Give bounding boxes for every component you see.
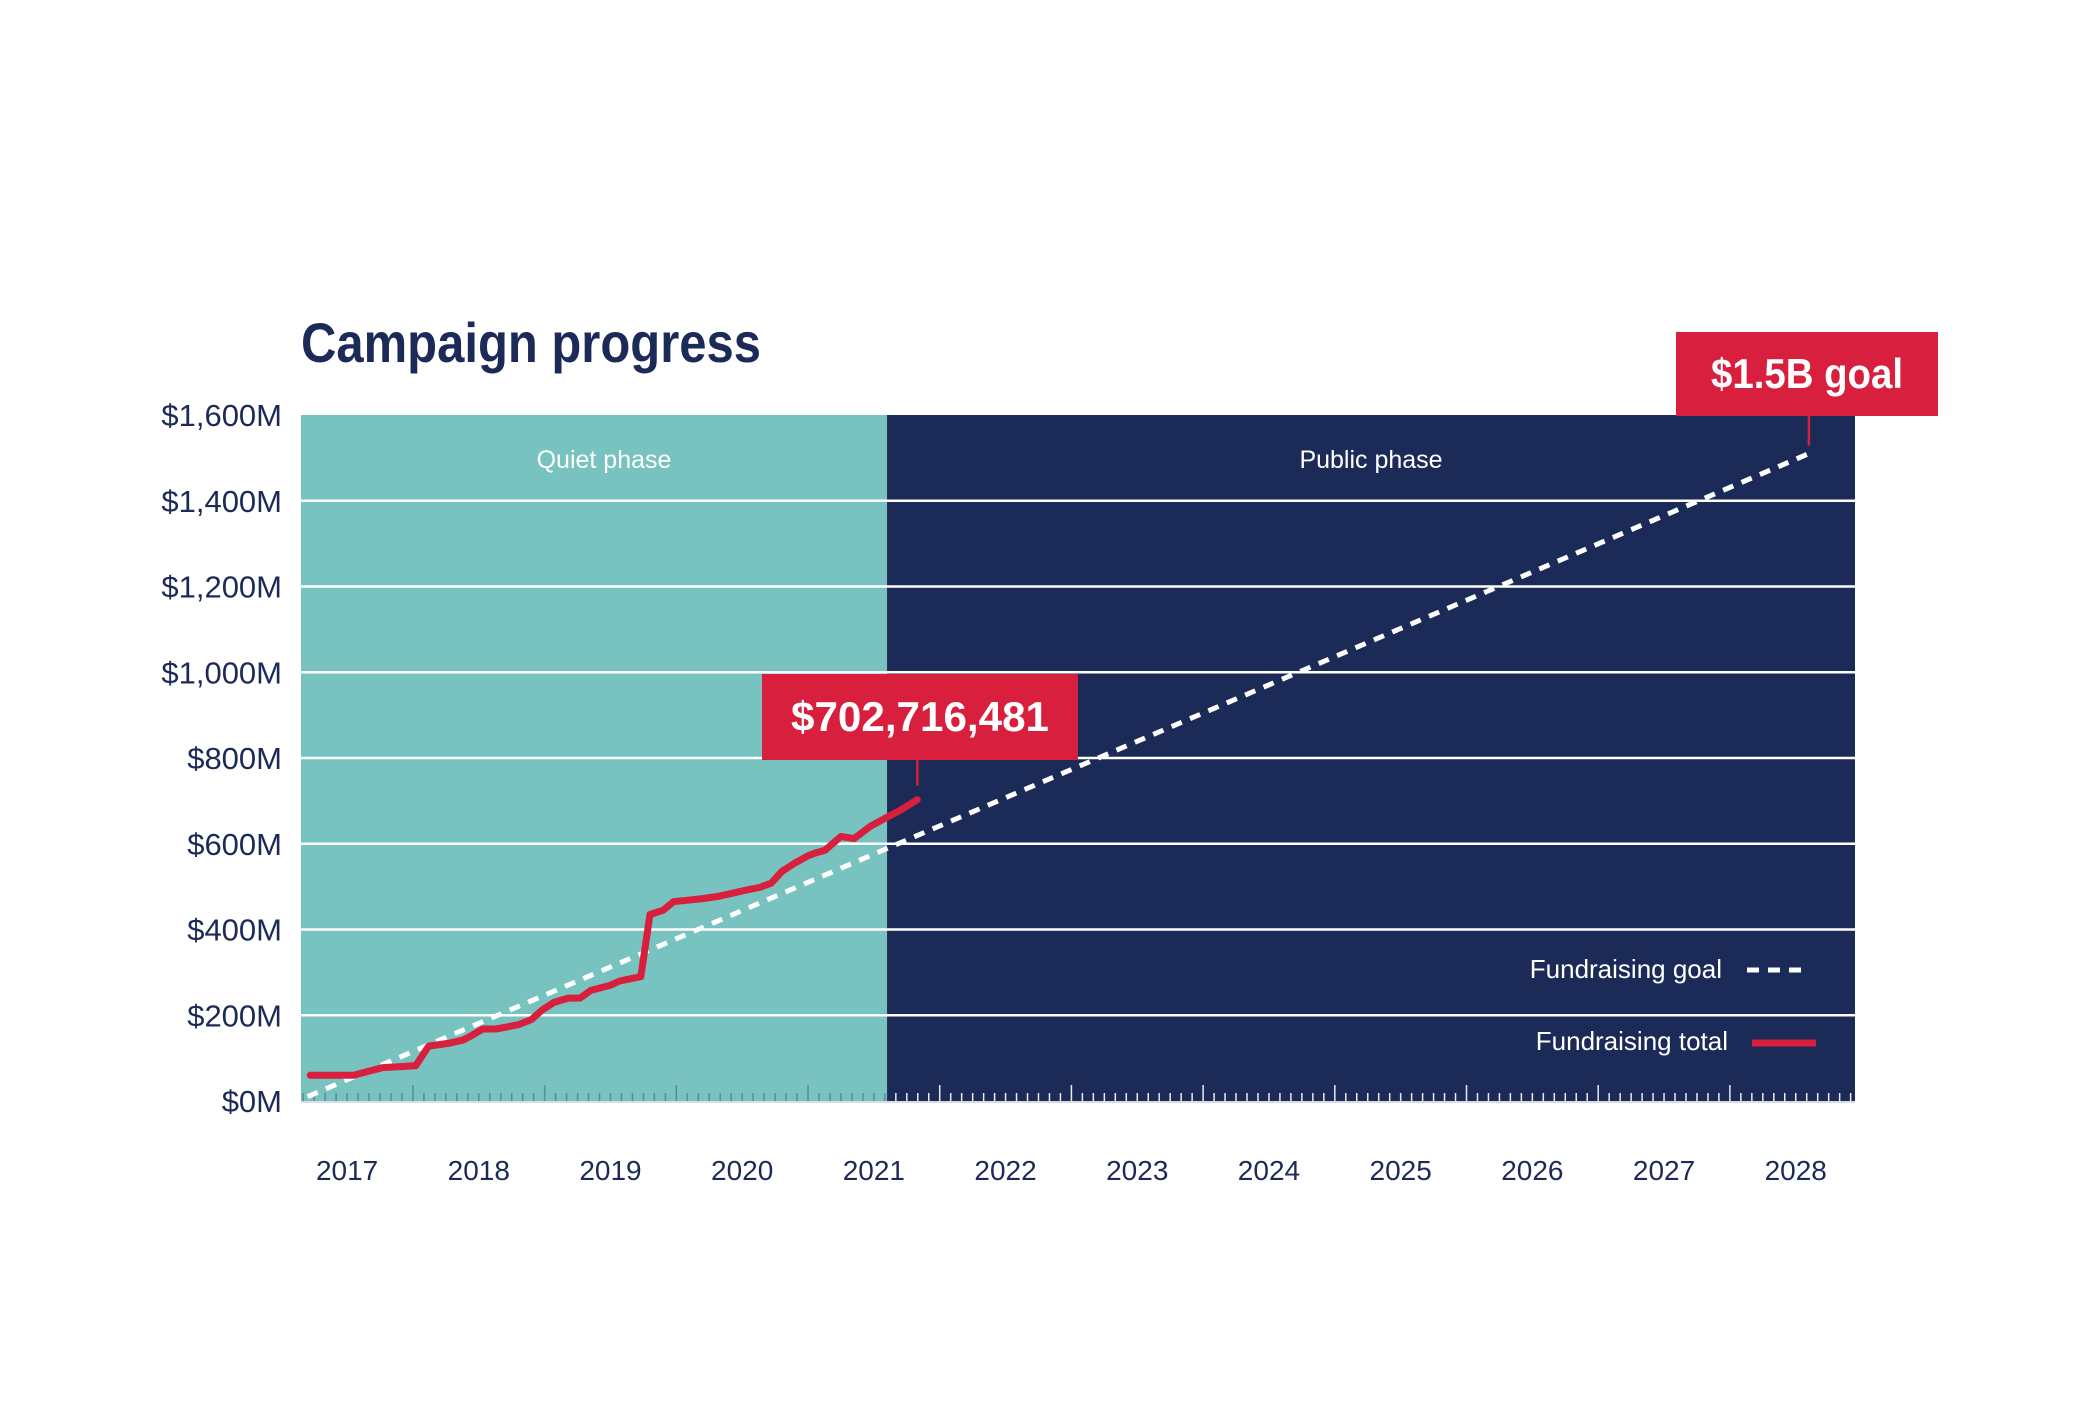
y-tick-label: $1,200M: [161, 570, 282, 605]
total-callout-box: [762, 674, 1078, 760]
x-tick-label: 2027: [1633, 1155, 1695, 1186]
x-tick-label: 2018: [448, 1155, 510, 1186]
total-callout: $702,716,481: [762, 674, 1078, 786]
y-tick-label: $600M: [187, 827, 282, 862]
legend: Fundraising goal Fundraising total: [1530, 954, 1816, 1056]
quiet-phase-label: Quiet phase: [537, 446, 672, 474]
x-tick-label: 2023: [1106, 1155, 1168, 1186]
goal-callout-label: $1.5B goal: [1711, 350, 1903, 397]
x-tick-label: 2026: [1501, 1155, 1563, 1186]
total-callout-label: $702,716,481: [791, 693, 1049, 740]
y-tick-label: $200M: [187, 998, 282, 1033]
x-tick-label: 2017: [316, 1155, 378, 1186]
x-tick-label: 2022: [974, 1155, 1036, 1186]
legend-goal-label: Fundraising goal: [1530, 954, 1722, 984]
goal-series-line: [306, 451, 1810, 1100]
x-tick-label: 2028: [1765, 1155, 1827, 1186]
gridlines: [301, 499, 1855, 1103]
y-tick-label: $1,400M: [161, 484, 282, 519]
x-axis-ticks: 2017 2018 2019 2020 2021 2022 2023 2024 2025 2026…: [316, 1155, 1827, 1186]
x-tick-label: 2021: [843, 1155, 905, 1186]
chart-title: Campaign progress: [301, 311, 761, 374]
y-tick-label: $1,000M: [161, 655, 282, 690]
y-tick-label: $800M: [187, 741, 282, 776]
x-tick-label: 2024: [1238, 1155, 1300, 1186]
legend-total-label: Fundraising total: [1536, 1026, 1728, 1056]
y-tick-label: $0M: [222, 1084, 282, 1119]
x-tick-label: 2019: [579, 1155, 641, 1186]
y-tick-label: $1,600M: [161, 398, 282, 433]
goal-callout: $1.5B goal: [1676, 332, 1938, 446]
y-axis-ticks: $0M $200M $400M $600M $800M $1,000M $1,200M $1,…: [161, 398, 282, 1119]
y-tick-label: $400M: [187, 913, 282, 948]
goal-callout-box: [1676, 332, 1938, 416]
minor-ticks: [302, 1085, 1852, 1101]
total-series-line: [306, 796, 921, 1079]
x-tick-label: 2020: [711, 1155, 773, 1186]
public-phase-label: Public phase: [1299, 446, 1442, 474]
x-tick-label: 2025: [1370, 1155, 1432, 1186]
